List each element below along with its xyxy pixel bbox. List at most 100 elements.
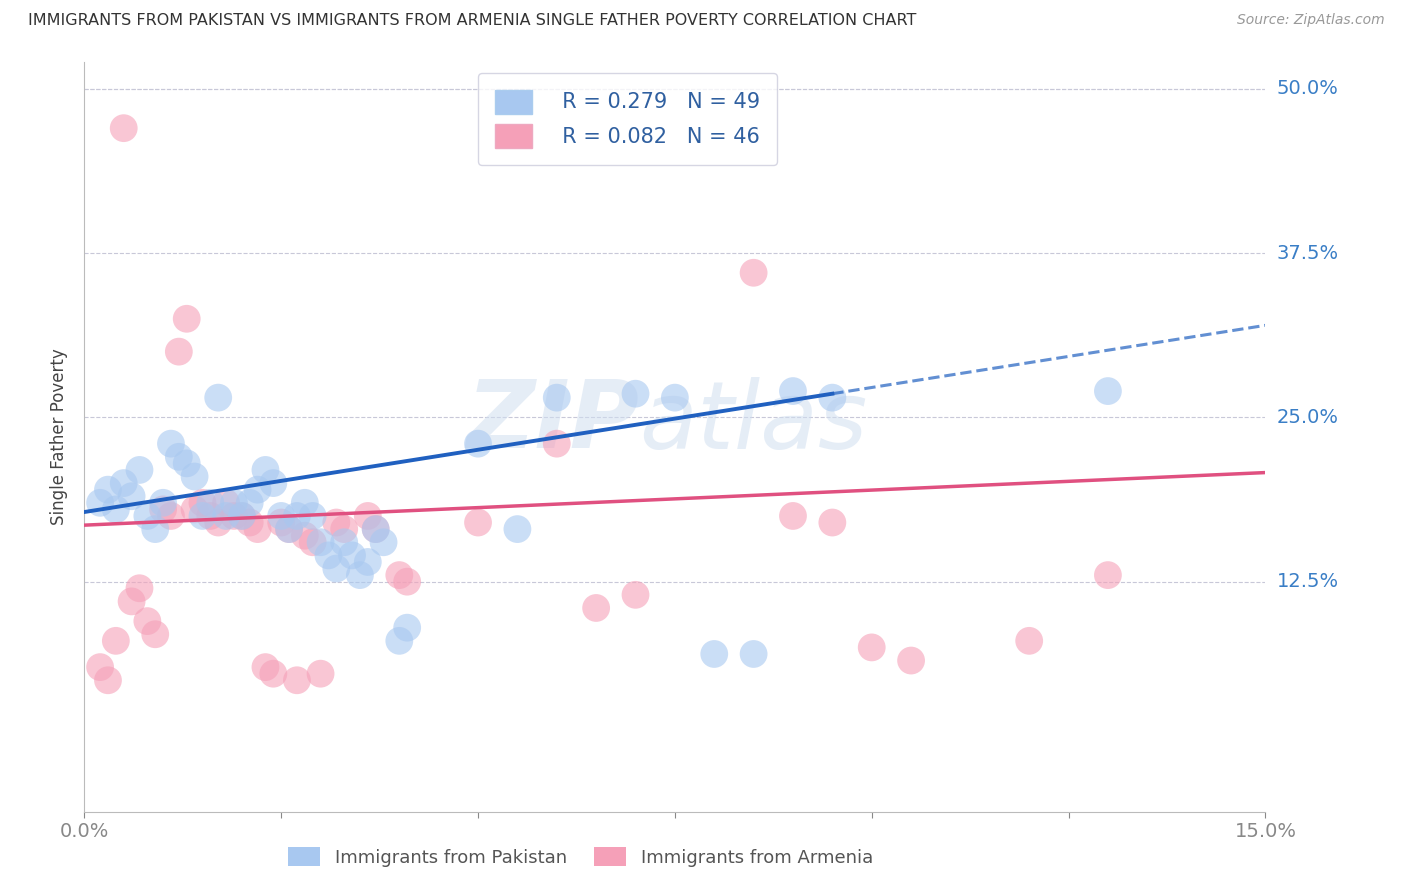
Point bbox=[121, 489, 143, 503]
Point bbox=[467, 436, 489, 450]
Point bbox=[546, 391, 568, 405]
Point bbox=[254, 660, 277, 674]
Point bbox=[112, 476, 135, 491]
Point bbox=[246, 483, 269, 497]
Text: IMMIGRANTS FROM PAKISTAN VS IMMIGRANTS FROM ARMENIA SINGLE FATHER POVERTY CORREL: IMMIGRANTS FROM PAKISTAN VS IMMIGRANTS F… bbox=[28, 13, 917, 29]
Point bbox=[364, 522, 387, 536]
Point bbox=[191, 508, 214, 523]
Point bbox=[278, 522, 301, 536]
Point bbox=[128, 581, 150, 595]
Point bbox=[664, 391, 686, 405]
Point bbox=[309, 535, 332, 549]
Point bbox=[207, 391, 229, 405]
Point bbox=[176, 456, 198, 470]
Point bbox=[325, 516, 347, 530]
Point bbox=[782, 508, 804, 523]
Point bbox=[388, 568, 411, 582]
Point bbox=[222, 508, 245, 523]
Point bbox=[703, 647, 725, 661]
Point bbox=[860, 640, 883, 655]
Y-axis label: Single Father Poverty: Single Father Poverty bbox=[49, 349, 67, 525]
Point bbox=[388, 633, 411, 648]
Point bbox=[624, 386, 647, 401]
Point bbox=[89, 660, 111, 674]
Point bbox=[309, 666, 332, 681]
Point bbox=[821, 516, 844, 530]
Point bbox=[104, 502, 127, 516]
Point bbox=[396, 574, 419, 589]
Point bbox=[782, 384, 804, 398]
Point bbox=[585, 601, 607, 615]
Text: ZIP: ZIP bbox=[467, 376, 640, 468]
Point bbox=[183, 469, 205, 483]
Point bbox=[152, 496, 174, 510]
Point bbox=[112, 121, 135, 136]
Text: atlas: atlas bbox=[640, 376, 868, 467]
Point bbox=[1097, 384, 1119, 398]
Point bbox=[160, 436, 183, 450]
Point bbox=[207, 516, 229, 530]
Point bbox=[467, 516, 489, 530]
Point bbox=[340, 549, 363, 563]
Point bbox=[128, 463, 150, 477]
Point bbox=[270, 516, 292, 530]
Point bbox=[143, 627, 166, 641]
Point bbox=[254, 463, 277, 477]
Point bbox=[357, 508, 380, 523]
Point bbox=[215, 496, 238, 510]
Point bbox=[191, 496, 214, 510]
Point bbox=[506, 522, 529, 536]
Text: 25.0%: 25.0% bbox=[1277, 408, 1339, 427]
Point bbox=[97, 673, 120, 688]
Point bbox=[364, 522, 387, 536]
Point bbox=[1018, 633, 1040, 648]
Point bbox=[325, 561, 347, 575]
Point bbox=[143, 522, 166, 536]
Point bbox=[742, 647, 765, 661]
Point bbox=[900, 654, 922, 668]
Point bbox=[301, 535, 323, 549]
Point bbox=[301, 508, 323, 523]
Point bbox=[318, 549, 340, 563]
Point bbox=[270, 508, 292, 523]
Point bbox=[546, 436, 568, 450]
Point bbox=[200, 496, 222, 510]
Point bbox=[239, 516, 262, 530]
Point bbox=[294, 496, 316, 510]
Point bbox=[246, 522, 269, 536]
Point bbox=[821, 391, 844, 405]
Point bbox=[357, 555, 380, 569]
Point bbox=[294, 529, 316, 543]
Legend:   R = 0.279   N = 49,   R = 0.082   N = 46: R = 0.279 N = 49, R = 0.082 N = 46 bbox=[478, 73, 778, 165]
Point bbox=[373, 535, 395, 549]
Point bbox=[160, 508, 183, 523]
Point bbox=[183, 502, 205, 516]
Point bbox=[121, 594, 143, 608]
Point bbox=[349, 568, 371, 582]
Point bbox=[1097, 568, 1119, 582]
Point bbox=[624, 588, 647, 602]
Point bbox=[104, 633, 127, 648]
Text: 37.5%: 37.5% bbox=[1277, 244, 1339, 262]
Point bbox=[285, 673, 308, 688]
Point bbox=[215, 508, 238, 523]
Point bbox=[200, 508, 222, 523]
Point bbox=[231, 508, 253, 523]
Point bbox=[136, 508, 159, 523]
Point bbox=[222, 496, 245, 510]
Point bbox=[167, 344, 190, 359]
Point bbox=[285, 508, 308, 523]
Point bbox=[333, 522, 356, 536]
Point bbox=[136, 614, 159, 628]
Point bbox=[97, 483, 120, 497]
Point bbox=[231, 508, 253, 523]
Text: Source: ZipAtlas.com: Source: ZipAtlas.com bbox=[1237, 13, 1385, 28]
Point bbox=[262, 476, 284, 491]
Text: 12.5%: 12.5% bbox=[1277, 572, 1339, 591]
Point bbox=[152, 502, 174, 516]
Point bbox=[176, 311, 198, 326]
Point bbox=[278, 522, 301, 536]
Point bbox=[333, 535, 356, 549]
Text: 50.0%: 50.0% bbox=[1277, 79, 1339, 98]
Point bbox=[262, 666, 284, 681]
